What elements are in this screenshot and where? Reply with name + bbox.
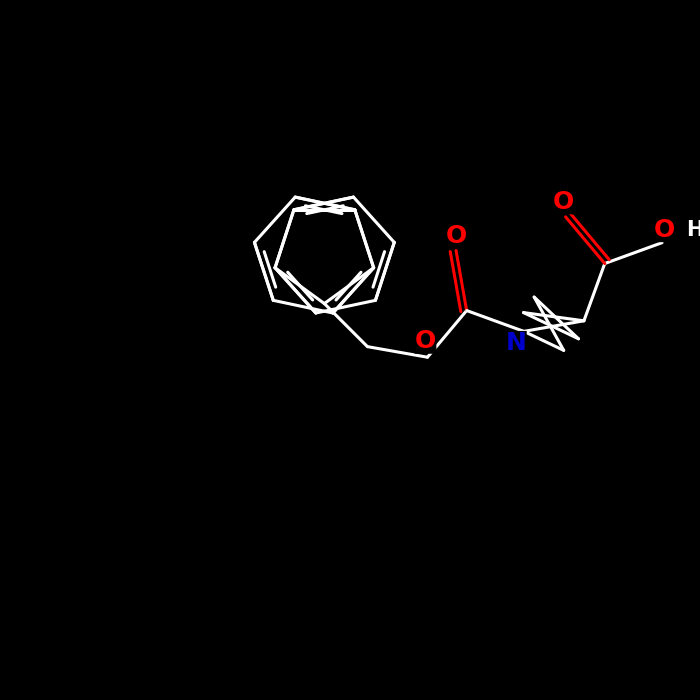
Text: H: H (686, 220, 700, 240)
Text: O: O (653, 218, 675, 242)
Text: O: O (553, 190, 574, 214)
Text: O: O (445, 224, 467, 248)
Text: O: O (415, 330, 436, 354)
Text: N: N (505, 331, 526, 355)
